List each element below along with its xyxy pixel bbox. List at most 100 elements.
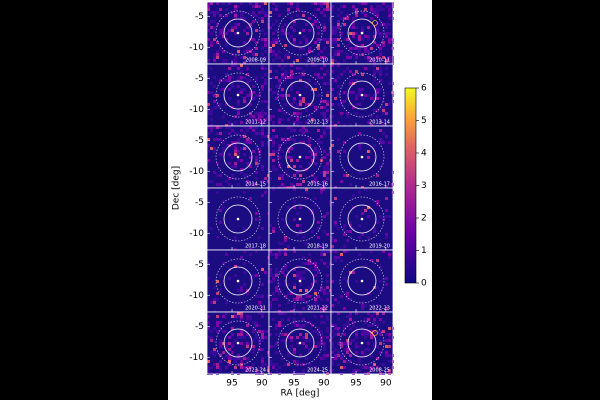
pixel <box>358 47 361 50</box>
pixel <box>358 147 361 150</box>
pixel <box>207 315 210 318</box>
pixel <box>261 180 264 183</box>
pixel <box>237 372 240 375</box>
pixel <box>308 162 311 165</box>
pixel <box>246 162 249 165</box>
pixel <box>340 73 343 76</box>
pixel <box>367 318 370 321</box>
source-marker <box>360 341 364 345</box>
pixel <box>293 41 296 44</box>
pixel <box>317 295 320 298</box>
pixel <box>311 64 314 67</box>
pixel <box>269 64 272 67</box>
pixel <box>317 8 320 11</box>
pixel <box>281 183 284 186</box>
pixel <box>293 129 296 132</box>
pixel <box>323 230 326 233</box>
pixel <box>246 324 249 327</box>
pixel <box>261 360 264 363</box>
pixel <box>284 112 287 115</box>
pixel <box>258 372 261 375</box>
pixel <box>228 121 231 124</box>
pixel <box>352 5 355 8</box>
pixel <box>246 333 249 336</box>
pixel <box>255 126 258 129</box>
pixel <box>284 250 287 253</box>
pixel <box>240 330 243 333</box>
pixel <box>210 336 213 339</box>
pixel <box>281 186 284 189</box>
pixel <box>243 357 246 360</box>
pixel <box>255 47 258 50</box>
panel-label: 2017-18 <box>245 244 266 250</box>
pixel <box>258 11 261 14</box>
panel-label: 2013-14 <box>369 120 390 126</box>
source-marker <box>360 279 364 283</box>
pixel <box>213 171 216 174</box>
pixel <box>216 41 219 44</box>
pixel <box>388 32 391 35</box>
pixel <box>237 112 240 115</box>
roi-circle <box>285 18 315 48</box>
pixel <box>275 29 278 32</box>
pixel <box>323 129 326 132</box>
pixel <box>213 85 216 88</box>
pixel <box>296 124 299 127</box>
pixel <box>323 73 326 76</box>
pixel <box>216 53 219 56</box>
pixel <box>287 351 290 354</box>
pixel <box>216 363 219 366</box>
pixel <box>264 73 267 76</box>
pixel <box>361 212 364 215</box>
panel: 2016-17 <box>330 125 394 189</box>
pixel <box>267 330 270 333</box>
pixel <box>234 62 237 65</box>
x-tick-label: 95 <box>226 379 237 389</box>
pixel <box>240 342 243 345</box>
roi-circle <box>339 258 385 304</box>
pixel <box>373 330 376 333</box>
pixel <box>355 97 358 100</box>
pixel <box>267 124 270 127</box>
pixel <box>222 262 225 265</box>
pixel <box>267 174 270 177</box>
pixel <box>376 345 379 348</box>
pixel <box>385 32 388 35</box>
pixel <box>331 62 334 65</box>
pixel <box>207 366 210 369</box>
pixel <box>323 168 326 171</box>
pixel <box>388 11 391 14</box>
pixel <box>364 333 367 336</box>
pixel <box>337 354 340 357</box>
pixel <box>222 315 225 318</box>
y-tick-label: -10 <box>189 291 204 301</box>
pixel <box>240 171 243 174</box>
pixel <box>361 38 364 41</box>
pixel <box>326 318 329 321</box>
pixel <box>302 73 305 76</box>
pixel <box>261 132 264 135</box>
pixel <box>331 5 334 8</box>
source-marker <box>360 93 364 97</box>
pixel <box>379 106 382 109</box>
pixel <box>234 147 237 150</box>
pixel <box>269 153 272 156</box>
pixel <box>367 56 370 59</box>
pixel <box>361 307 364 310</box>
pixel <box>314 147 317 150</box>
pixel <box>255 171 258 174</box>
pixel <box>391 47 394 50</box>
pixel <box>234 274 237 277</box>
pixel <box>231 64 234 67</box>
pixel <box>320 141 323 144</box>
pixel <box>261 168 264 171</box>
roi-circle <box>285 142 315 172</box>
pixel <box>207 5 210 8</box>
pixel <box>355 336 358 339</box>
pixel <box>258 132 261 135</box>
pixel <box>349 327 352 330</box>
pixel <box>370 250 373 253</box>
pixel <box>358 224 361 227</box>
pixel <box>352 372 355 375</box>
pixel <box>373 144 376 147</box>
